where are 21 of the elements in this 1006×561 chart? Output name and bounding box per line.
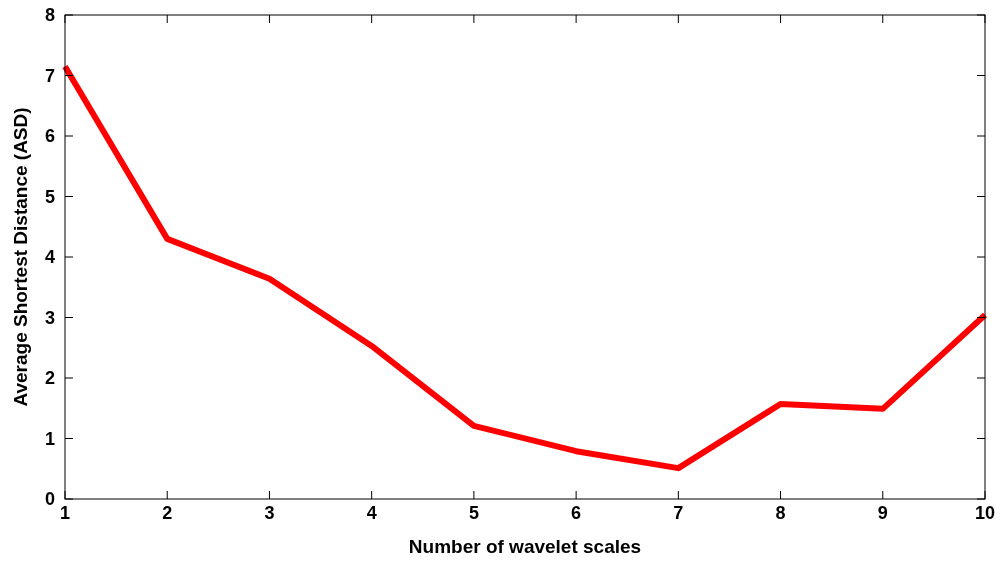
x-tick-label: 5 [468,503,479,523]
x-tick-label: 2 [162,503,173,523]
y-tick-label: 0 [44,489,55,510]
y-tick-label: 1 [44,428,55,449]
y-tick-label: 2 [44,368,55,389]
x-tick-label: 6 [571,503,582,523]
y-tick-label: 7 [44,65,55,86]
x-tick-label: 7 [673,503,684,523]
y-tick-label: 6 [44,126,55,147]
y-tick-label: 4 [44,247,55,268]
x-tick-label: 3 [264,503,275,523]
x-tick-label: 9 [877,503,888,523]
x-tick-label: 1 [59,503,71,523]
x-axis-title: Number of wavelet scales [408,536,642,557]
y-tick-label: 8 [44,5,55,26]
x-tick-label: 4 [366,503,377,523]
y-tick-label: 3 [44,307,55,328]
y-axis-title: Average Shortest Distance (ASD) [10,107,31,407]
x-tick-label: 8 [775,503,786,523]
y-tick-label: 5 [44,186,55,207]
x-tick-label: 10 [974,503,996,523]
